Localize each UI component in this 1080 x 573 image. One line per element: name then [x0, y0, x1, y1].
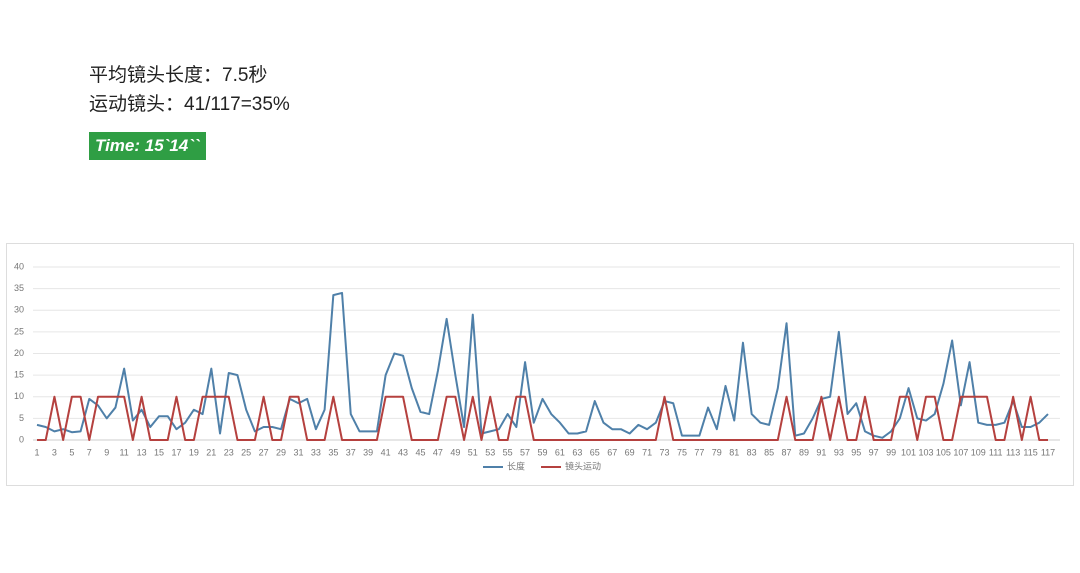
series-line: [37, 395, 1048, 441]
x-tick-label: 99: [886, 447, 896, 457]
x-tick-label: 23: [224, 447, 234, 457]
x-tick-label: 67: [607, 447, 617, 457]
y-tick-label: 35: [14, 283, 24, 293]
y-tick-label: 15: [14, 370, 24, 380]
time-badge: Time: 15`14``: [89, 132, 206, 160]
x-tick-label: 33: [311, 447, 321, 457]
x-tick-label: 45: [415, 447, 425, 457]
x-tick-label: 117: [1041, 447, 1055, 457]
series-line: [36, 291, 1049, 439]
y-tick-label: 0: [19, 434, 24, 444]
x-tick-label: 77: [694, 447, 704, 457]
x-tick-label: 17: [171, 447, 181, 457]
x-tick-label: 59: [537, 447, 547, 457]
x-tick-label: 1: [34, 447, 39, 457]
legend-label: 镜头运动: [565, 460, 601, 471]
x-tick-label: 75: [677, 447, 687, 457]
chart-frame: [6, 243, 1074, 486]
x-tick-label: 63: [572, 447, 582, 457]
x-tick-label: 83: [747, 447, 757, 457]
x-tick-label: 91: [816, 447, 826, 457]
x-tick-label: 107: [953, 447, 968, 457]
x-tick-label: 37: [346, 447, 356, 457]
x-tick-label: 65: [590, 447, 600, 457]
y-tick-label: 30: [14, 305, 24, 315]
x-tick-label: 11: [119, 447, 128, 457]
x-tick-label: 53: [485, 447, 495, 457]
x-tick-label: 9: [104, 447, 109, 457]
x-tick-label: 101: [901, 447, 916, 457]
y-tick-label: 40: [14, 261, 24, 271]
x-tick-label: 61: [555, 447, 565, 457]
x-tick-label: 97: [869, 447, 879, 457]
x-tick-label: 55: [503, 447, 513, 457]
x-tick-label: 69: [625, 447, 635, 457]
x-tick-label: 25: [241, 447, 251, 457]
x-tick-label: 79: [712, 447, 722, 457]
y-tick-label: 20: [14, 348, 24, 358]
x-tick-label: 5: [69, 447, 74, 457]
x-tick-label: 35: [328, 447, 338, 457]
x-tick-label: 27: [259, 447, 269, 457]
x-tick-label: 85: [764, 447, 774, 457]
x-tick-label: 41: [381, 447, 391, 457]
x-tick-label: 49: [450, 447, 460, 457]
x-tick-label: 81: [729, 447, 739, 457]
x-tick-label: 15: [154, 447, 164, 457]
x-tick-label: 3: [52, 447, 57, 457]
y-tick-label: 5: [19, 413, 24, 423]
x-tick-label: 29: [276, 447, 286, 457]
x-tick-label: 93: [834, 447, 844, 457]
motion-ratio: 运动镜头：41/117=35%: [89, 94, 290, 115]
x-tick-label: 57: [520, 447, 530, 457]
x-tick-label: 21: [206, 447, 216, 457]
x-tick-label: 115: [1023, 447, 1037, 457]
x-tick-label: 95: [851, 447, 861, 457]
avg-length: 平均镜头长度：7.5秒: [89, 65, 268, 86]
x-tick-label: 39: [363, 447, 373, 457]
x-tick-label: 19: [189, 447, 199, 457]
x-tick-label: 111: [989, 447, 1003, 457]
x-tick-label: 105: [936, 447, 951, 457]
x-tick-label: 73: [660, 447, 670, 457]
x-tick-label: 51: [468, 447, 478, 457]
x-tick-label: 7: [87, 447, 92, 457]
x-tick-label: 13: [137, 447, 147, 457]
x-tick-label: 109: [971, 447, 986, 457]
legend-label: 长度: [507, 460, 525, 471]
y-tick-label: 25: [14, 326, 24, 336]
x-tick-label: 47: [433, 447, 443, 457]
y-tick-label: 10: [14, 391, 24, 401]
x-tick-label: 89: [799, 447, 809, 457]
x-tick-label: 103: [918, 447, 933, 457]
x-tick-label: 43: [398, 447, 408, 457]
x-tick-label: 31: [293, 447, 303, 457]
x-tick-label: 71: [642, 447, 652, 457]
x-tick-label: 113: [1006, 447, 1020, 457]
x-tick-label: 87: [782, 447, 792, 457]
